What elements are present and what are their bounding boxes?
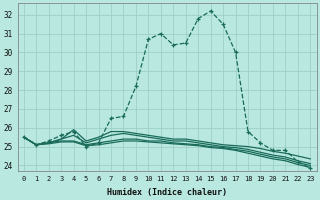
X-axis label: Humidex (Indice chaleur): Humidex (Indice chaleur)	[107, 188, 227, 197]
